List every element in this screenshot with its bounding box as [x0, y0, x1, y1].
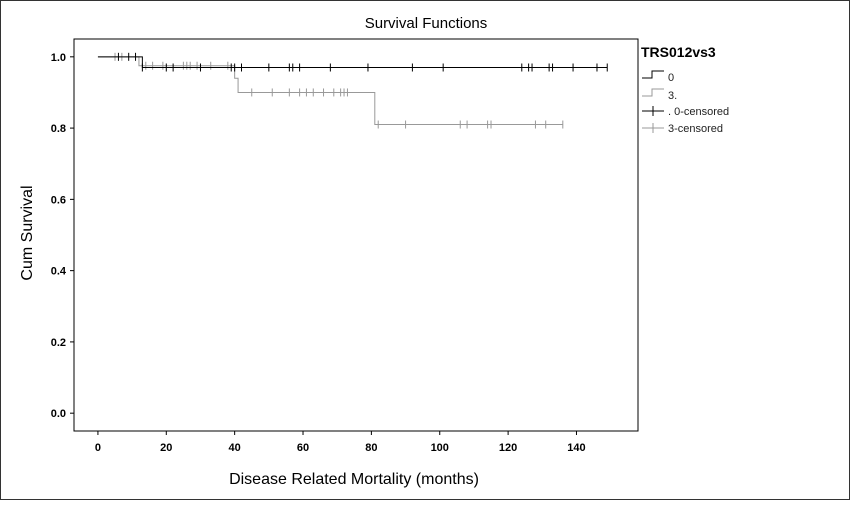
x-tick-label: 60 — [297, 442, 309, 454]
y-axis-ticks: 0.0 0.2 0.4 0.6 0.8 1.0 — [51, 52, 74, 420]
x-axis-ticks: 0 20 40 60 80 100 120 140 — [95, 431, 586, 454]
x-tick-label: 100 — [431, 442, 449, 454]
legend-entry-3-censored: 3-censored — [668, 123, 723, 135]
x-tick-label: 140 — [567, 442, 585, 454]
x-tick-label: 80 — [365, 442, 377, 454]
chart-title: Survival Functions — [365, 15, 488, 32]
y-tick-label: 0.4 — [51, 266, 67, 278]
y-tick-label: 1.0 — [51, 52, 66, 64]
x-tick-label: 20 — [160, 442, 172, 454]
x-axis-label: Disease Related Mortality (months) — [229, 471, 479, 488]
legend-title: TRS012vs3 — [641, 44, 716, 60]
legend-entry-3: 3. — [668, 90, 677, 102]
legend: TRS012vs3 0 3. . 0-censored 3-censored — [641, 44, 729, 135]
chart-frame: Survival Functions 0 20 40 60 80 100 120 140 0.… — [0, 0, 850, 500]
legend-swatch-0 — [642, 70, 664, 79]
x-tick-label: 120 — [499, 442, 517, 454]
series-layer — [97, 52, 608, 129]
legend-entry-0: 0 — [668, 72, 674, 84]
series-3 — [97, 52, 564, 129]
y-tick-label: 0.6 — [51, 194, 66, 206]
y-tick-label: 0.8 — [51, 123, 66, 135]
legend-swatch-3 — [642, 88, 664, 97]
survival-curve-3 — [97, 56, 563, 126]
legend-swatch-0-censored — [642, 106, 664, 116]
x-tick-label: 40 — [229, 442, 241, 454]
y-tick-label: 0.0 — [51, 408, 66, 420]
y-tick-label: 0.2 — [51, 337, 66, 349]
x-tick-label: 0 — [95, 442, 101, 454]
legend-swatch-3-censored — [642, 123, 664, 133]
legend-entry-0-censored: . 0-censored — [668, 106, 729, 118]
series-0 — [97, 52, 608, 72]
y-axis-label: Cum Survival — [19, 185, 36, 280]
survival-curve-0 — [97, 56, 608, 69]
plot-area — [73, 38, 639, 432]
